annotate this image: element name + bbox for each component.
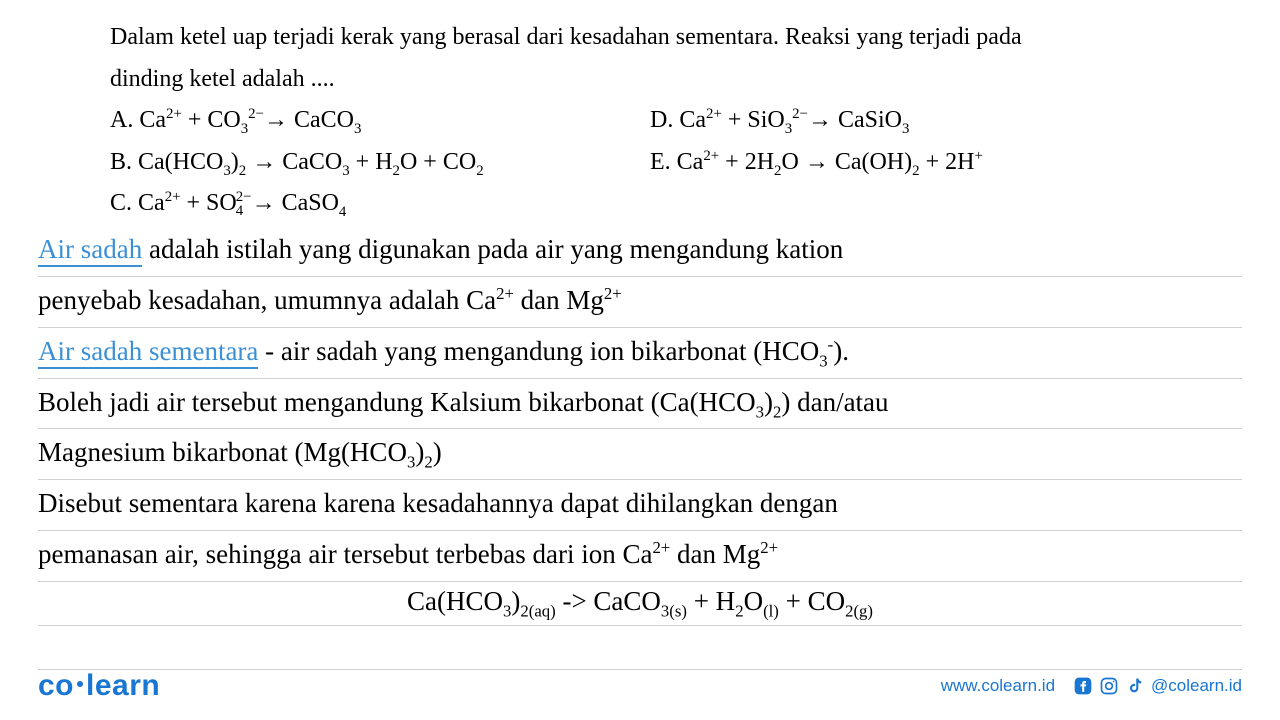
option-b: B. Ca(HCO3)2 → CaCO3 + H2O + CO2 xyxy=(110,143,610,183)
note-line-6: Disebut sementara karena karena kesadaha… xyxy=(38,480,1242,531)
option-d: D. Ca2+ + SiO32−→ CaSiO3 xyxy=(650,101,1170,141)
footer-url: www.colearn.id xyxy=(941,676,1055,696)
social-icons: @colearn.id xyxy=(1073,676,1242,696)
note-line-2: penyebab kesadahan, umumnya adalah Ca2+ … xyxy=(38,277,1242,328)
option-a: A. Ca2+ + CO32−→ CaCO3 xyxy=(110,101,610,141)
instagram-icon xyxy=(1099,676,1119,696)
explanation-notes: Air sadah adalah istilah yang digunakan … xyxy=(0,226,1280,670)
logo-dot xyxy=(77,681,83,687)
note-equation: Ca(HCO3)2(aq) -> CaCO3(s) + H2O(l) + CO2… xyxy=(38,582,1242,626)
note-line-4: Boleh jadi air tersebut mengandung Kalsi… xyxy=(38,379,1242,430)
note-line-3: Air sadah sementara - air sadah yang men… xyxy=(38,328,1242,379)
social-handle: @colearn.id xyxy=(1151,676,1242,696)
facebook-icon xyxy=(1073,676,1093,696)
footer: colearn www.colearn.id @colearn.id xyxy=(0,652,1280,720)
note-line-5: Magnesium bikarbonat (Mg(HCO3)2) xyxy=(38,429,1242,480)
tiktok-icon xyxy=(1125,676,1145,696)
footer-right: www.colearn.id @colearn.id xyxy=(941,676,1242,696)
option-c: C. Ca2+ + SO2−4→ CaSO4 xyxy=(110,184,610,224)
highlight-air-sadah-sementara: Air sadah sementara xyxy=(38,336,258,369)
question-block: Dalam ketel uap terjadi kerak yang beras… xyxy=(0,0,1280,226)
brand-logo: colearn xyxy=(38,669,160,703)
question-line-1: Dalam ketel uap terjadi kerak yang beras… xyxy=(110,18,1170,58)
note-line-7: pemanasan air, sehingga air tersebut ter… xyxy=(38,531,1242,582)
option-e: E. Ca2+ + 2H2O → Ca(OH)2 + 2H+ xyxy=(650,143,1170,183)
options-right: D. Ca2+ + SiO32−→ CaSiO3 E. Ca2+ + 2H2O … xyxy=(650,101,1170,226)
highlight-air-sadah: Air sadah xyxy=(38,234,142,267)
question-line-2: dinding ketel adalah .... xyxy=(110,60,1170,100)
options-left: A. Ca2+ + CO32−→ CaCO3 B. Ca(HCO3)2 → Ca… xyxy=(110,101,610,226)
note-line-1: Air sadah adalah istilah yang digunakan … xyxy=(38,226,1242,277)
options-grid: A. Ca2+ + CO32−→ CaCO3 B. Ca(HCO3)2 → Ca… xyxy=(110,101,1170,226)
